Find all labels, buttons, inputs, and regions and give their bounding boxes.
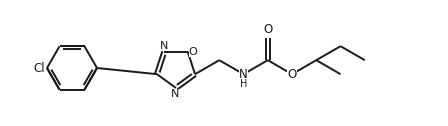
Text: H: H	[240, 79, 247, 89]
Text: N: N	[239, 68, 248, 81]
Text: O: O	[287, 68, 297, 81]
Text: O: O	[189, 47, 198, 57]
Text: N: N	[160, 41, 168, 51]
Text: O: O	[263, 23, 272, 36]
Text: Cl: Cl	[33, 61, 45, 74]
Text: N: N	[171, 89, 179, 99]
